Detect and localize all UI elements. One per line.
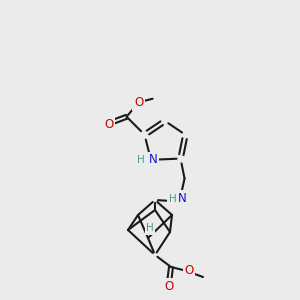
Text: O: O	[104, 118, 113, 131]
Text: O: O	[184, 265, 194, 278]
Text: H: H	[169, 194, 176, 204]
Text: O: O	[164, 280, 174, 292]
Text: H: H	[137, 155, 145, 165]
Text: N: N	[178, 192, 187, 205]
Text: N: N	[148, 153, 157, 167]
Text: H: H	[146, 223, 154, 233]
Text: O: O	[134, 96, 143, 109]
